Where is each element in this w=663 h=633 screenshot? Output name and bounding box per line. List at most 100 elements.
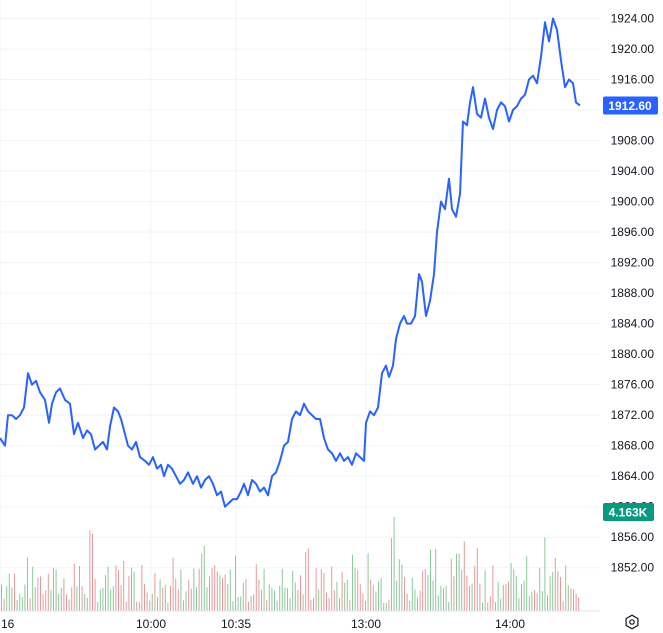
volume-bar xyxy=(523,580,525,611)
volume-bar xyxy=(258,579,260,611)
volume-bar xyxy=(47,573,49,611)
volume-bar xyxy=(528,596,530,611)
volume-bar xyxy=(305,552,307,611)
volume-bar xyxy=(300,575,301,611)
volume-bar xyxy=(190,588,192,611)
volume-bar xyxy=(378,581,379,611)
volume-bar xyxy=(21,597,23,611)
y-tick-label: 1892.00 xyxy=(611,256,655,270)
chart-settings-button[interactable] xyxy=(623,613,641,631)
volume-bar xyxy=(138,602,140,611)
volume-bar xyxy=(346,579,348,611)
volume-badge-bg xyxy=(603,503,654,521)
volume-bar xyxy=(401,564,403,611)
volume-bar xyxy=(219,575,221,611)
volume-bar xyxy=(201,553,203,611)
volume-bar xyxy=(79,566,80,611)
volume-bar xyxy=(60,587,62,611)
volume-bar xyxy=(159,579,161,611)
volume-bar xyxy=(99,589,101,611)
volume-bar xyxy=(274,590,275,611)
volume-bar xyxy=(107,566,109,611)
volume-bar xyxy=(549,576,551,611)
volume-bar xyxy=(58,594,60,611)
volume-bar xyxy=(497,581,499,611)
volume-bar xyxy=(66,594,67,611)
x-tick-label: 10:35 xyxy=(221,617,251,631)
volume-bar xyxy=(235,555,236,611)
volume-bar xyxy=(554,558,556,611)
volume-bar xyxy=(388,599,390,611)
volume-bar xyxy=(380,577,382,611)
volume-bar xyxy=(146,592,148,611)
volume-bar xyxy=(510,563,512,611)
volume-bar xyxy=(105,575,106,611)
volume-bar xyxy=(287,588,288,611)
volume-bar xyxy=(248,601,249,611)
volume-bar xyxy=(505,584,507,611)
volume-bar xyxy=(547,595,548,611)
volume-bar xyxy=(292,570,294,611)
volume-bar xyxy=(188,580,190,611)
volume-bar xyxy=(232,601,234,611)
y-tick-label: 1872.00 xyxy=(611,408,655,422)
volume-bar xyxy=(222,578,223,611)
volume-bar xyxy=(310,599,312,611)
volume-bar xyxy=(245,579,247,611)
volume-bar xyxy=(263,569,265,611)
volume-bar xyxy=(289,598,291,611)
volume-bar xyxy=(37,577,39,611)
volume-bar xyxy=(3,598,5,611)
volume-bar xyxy=(211,568,213,611)
volume-bar xyxy=(115,565,117,611)
y-tick-label: 1904.00 xyxy=(611,164,655,178)
volume-bar xyxy=(565,565,567,611)
volume-bar xyxy=(177,589,179,611)
volume-bar xyxy=(279,585,281,611)
volume-bar xyxy=(443,587,444,611)
volume-bar xyxy=(63,578,65,611)
volume-bar xyxy=(476,548,478,611)
volume-bar xyxy=(320,569,322,611)
volume-bar xyxy=(362,593,364,611)
volume-bar xyxy=(261,589,262,611)
volume-bar xyxy=(8,573,10,611)
volume-bar xyxy=(414,589,416,611)
volume-bar xyxy=(508,581,509,611)
y-tick-label: 1876.00 xyxy=(611,378,655,392)
volume-bar xyxy=(170,585,171,611)
volume-bar xyxy=(19,594,21,611)
volume-bar xyxy=(492,565,494,611)
volume-bar xyxy=(404,577,405,611)
volume-bar xyxy=(92,534,93,611)
volume-bar xyxy=(16,600,18,611)
y-tick-label: 1864.00 xyxy=(611,469,655,483)
price-series-line xyxy=(0,17,581,508)
volume-bar xyxy=(157,596,158,611)
volume-bar xyxy=(206,587,208,611)
volume-bar xyxy=(419,590,421,611)
volume-bar xyxy=(118,569,119,611)
volume-bar xyxy=(162,587,164,611)
volume-bar xyxy=(55,569,57,611)
x-tick-label: 14:00 xyxy=(495,617,525,631)
volume-bar xyxy=(6,586,8,611)
volume-bar xyxy=(502,585,504,611)
volume-bar xyxy=(333,590,335,611)
last-price-badge: 1912.60 xyxy=(603,96,658,115)
volume-bar xyxy=(437,595,439,611)
volume-bar xyxy=(185,591,187,611)
volume-bar xyxy=(445,585,447,611)
volume-bar xyxy=(42,594,44,611)
volume-bar xyxy=(398,559,400,611)
volume-bar xyxy=(154,573,156,611)
volume-bar xyxy=(183,600,184,611)
volume-bar xyxy=(149,600,151,611)
volume-bar xyxy=(71,587,73,611)
last-price-badge-bg xyxy=(603,96,658,115)
volume-bar xyxy=(474,565,476,611)
volume-label: 4.163K xyxy=(609,506,648,520)
volume-bar xyxy=(294,582,296,611)
volume-bar xyxy=(53,567,54,611)
